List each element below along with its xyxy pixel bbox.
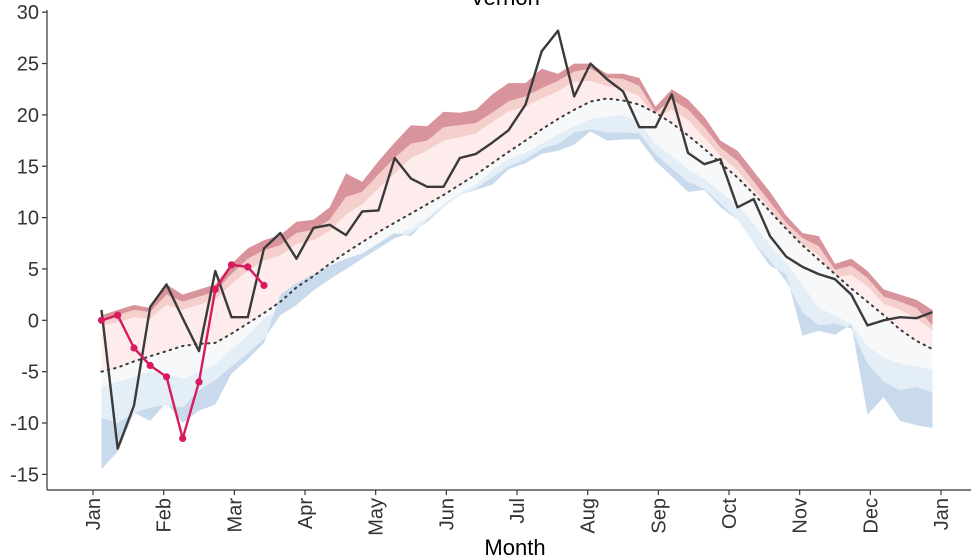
y-tick-label: -10 [10, 413, 39, 435]
band-layer [101, 63, 933, 470]
band-p25_low [101, 114, 933, 424]
band-p75_high [101, 81, 933, 372]
x-tick-label: Aug [578, 498, 600, 534]
y-tick-label: 25 [17, 54, 39, 76]
series-2-point [195, 378, 203, 386]
band-record_high [101, 63, 933, 326]
series-2-point [211, 285, 219, 294]
x-tick-label: May [366, 498, 388, 536]
series-line-1 [100, 97, 934, 373]
series-2-point [162, 373, 171, 381]
y-tick-label: 15 [17, 156, 39, 178]
y-tick-label: 0 [28, 310, 39, 332]
x-tick-label: Jan [931, 498, 953, 530]
series-2-point [244, 263, 252, 271]
y-tick-label: 10 [17, 208, 39, 230]
y-tick-label: -15 [10, 464, 39, 486]
series-2-point [97, 316, 106, 324]
x-tick-label: Nov [790, 498, 812, 534]
series-line-0 [100, 29, 933, 450]
y-tick-label: 5 [28, 259, 39, 281]
y-axis-ticks: -15 -10 -5 0 5 10 15 20 25 30 [10, 2, 47, 486]
x-axis-ticks: Jan Feb Mar Apr May Jun Jul Aug Sep Oct Nov Dec Jan [83, 490, 953, 536]
y-tick-label: -5 [21, 362, 39, 384]
y-tick-label: 30 [17, 2, 39, 24]
x-tick-label: Oct [719, 498, 741, 530]
x-tick-label: Jun [436, 498, 458, 530]
series-2-point [146, 361, 154, 370]
y-tick-label: 20 [17, 105, 39, 127]
series-2-point [130, 344, 138, 352]
series-2-point [227, 261, 236, 269]
series-2-point [260, 281, 268, 289]
band-p90_high [101, 68, 933, 331]
series-2-point [114, 311, 122, 319]
x-tick-label: Apr [295, 498, 317, 529]
x-tick-label: Mar [224, 498, 246, 533]
x-axis-title: Month [484, 535, 545, 560]
x-tick-label: Feb [154, 498, 176, 532]
x-tick-label: Sep [648, 498, 670, 534]
chart-title: Vernon [470, 0, 540, 10]
x-tick-label: Jan [83, 498, 105, 530]
x-tick-label: Jul [507, 498, 529, 524]
x-tick-label: Dec [860, 498, 882, 534]
series-2-point [179, 434, 187, 442]
series-layer [97, 29, 934, 450]
